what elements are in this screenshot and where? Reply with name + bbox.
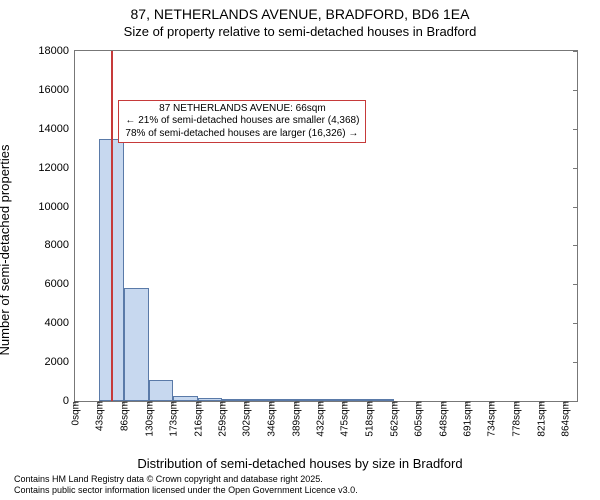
x-tick-label: 0sqm bbox=[69, 401, 82, 425]
chart-container: 87, NETHERLANDS AVENUE, BRADFORD, BD6 1E… bbox=[0, 0, 600, 500]
x-tick-label: 821sqm bbox=[534, 401, 547, 437]
y-tick-mark bbox=[573, 323, 578, 324]
y-tick-mark bbox=[573, 362, 578, 363]
y-axis-label: Number of semi-detached properties bbox=[0, 145, 12, 356]
x-tick-label: 389sqm bbox=[289, 401, 302, 437]
y-tick-label: 2000 bbox=[45, 356, 75, 368]
x-tick-label: 216sqm bbox=[191, 401, 204, 437]
credits: Contains HM Land Registry data © Crown c… bbox=[14, 474, 358, 496]
x-tick-label: 734sqm bbox=[485, 401, 498, 437]
y-tick-mark bbox=[573, 245, 578, 246]
x-tick-label: 475sqm bbox=[338, 401, 351, 437]
chart-subtitle: Size of property relative to semi-detach… bbox=[0, 24, 600, 40]
plot-area: 87 NETHERLANDS AVENUE: 66sqm← 21% of sem… bbox=[74, 50, 578, 402]
y-tick-mark bbox=[573, 401, 578, 402]
x-tick-label: 302sqm bbox=[240, 401, 253, 437]
y-tick-label: 6000 bbox=[45, 278, 75, 290]
reference-line bbox=[111, 51, 113, 401]
x-tick-label: 562sqm bbox=[387, 401, 400, 437]
y-tick-mark bbox=[573, 168, 578, 169]
x-tick-label: 648sqm bbox=[436, 401, 449, 437]
y-tick-label: 18000 bbox=[38, 45, 75, 57]
histogram-bar bbox=[149, 380, 173, 401]
y-tick-label: 14000 bbox=[38, 123, 75, 135]
y-tick-label: 8000 bbox=[45, 239, 75, 251]
x-tick-label: 518sqm bbox=[362, 401, 375, 437]
credit-line-2: Contains public sector information licen… bbox=[14, 485, 358, 496]
y-tick-mark bbox=[573, 51, 578, 52]
x-tick-label: 173sqm bbox=[167, 401, 180, 437]
x-tick-label: 605sqm bbox=[412, 401, 425, 437]
y-tick-label: 10000 bbox=[38, 201, 75, 213]
credit-line-1: Contains HM Land Registry data © Crown c… bbox=[14, 474, 358, 485]
annotation-line: ← 21% of semi-detached houses are smalle… bbox=[125, 115, 359, 128]
y-tick-label: 16000 bbox=[38, 84, 75, 96]
y-tick-mark bbox=[573, 284, 578, 285]
histogram-bar bbox=[124, 288, 149, 401]
x-tick-label: 778sqm bbox=[510, 401, 523, 437]
plot-frame: 87 NETHERLANDS AVENUE: 66sqm← 21% of sem… bbox=[74, 50, 578, 402]
x-tick-label: 86sqm bbox=[117, 401, 130, 431]
x-tick-label: 691sqm bbox=[460, 401, 473, 437]
x-tick-label: 43sqm bbox=[93, 401, 106, 431]
y-tick-mark bbox=[573, 129, 578, 130]
title-block: 87, NETHERLANDS AVENUE, BRADFORD, BD6 1E… bbox=[0, 0, 600, 40]
y-tick-mark bbox=[573, 90, 578, 91]
annotation-box: 87 NETHERLANDS AVENUE: 66sqm← 21% of sem… bbox=[118, 100, 366, 144]
x-tick-label: 432sqm bbox=[314, 401, 327, 437]
y-tick-label: 12000 bbox=[38, 162, 75, 174]
chart-title: 87, NETHERLANDS AVENUE, BRADFORD, BD6 1E… bbox=[0, 6, 600, 24]
x-tick-label: 864sqm bbox=[559, 401, 572, 437]
y-tick-label: 4000 bbox=[45, 317, 75, 329]
x-tick-label: 259sqm bbox=[215, 401, 228, 437]
x-axis-label: Distribution of semi-detached houses by … bbox=[0, 456, 600, 471]
x-tick-label: 346sqm bbox=[265, 401, 278, 437]
annotation-line: 78% of semi-detached houses are larger (… bbox=[125, 128, 359, 141]
x-tick-label: 130sqm bbox=[142, 401, 155, 437]
annotation-line: 87 NETHERLANDS AVENUE: 66sqm bbox=[125, 103, 359, 116]
y-tick-mark bbox=[573, 207, 578, 208]
